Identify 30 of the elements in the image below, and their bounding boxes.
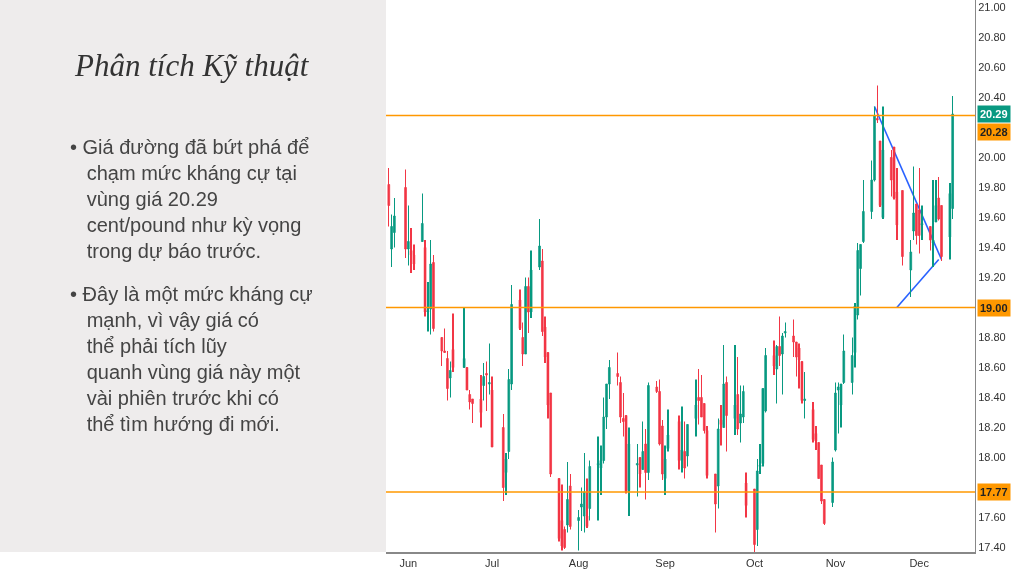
y-tick-label: 18.00 bbox=[978, 451, 1006, 464]
ref-line-label: 17.77 bbox=[980, 486, 1008, 498]
y-tick-label: 18.20 bbox=[978, 421, 1006, 434]
y-tick-label: 20.60 bbox=[978, 61, 1006, 74]
y-tick-label: 19.40 bbox=[978, 241, 1006, 254]
y-tick-label: 20.00 bbox=[978, 151, 1006, 164]
y-tick-label: 20.40 bbox=[978, 91, 1006, 104]
y-tick-label: 18.40 bbox=[978, 391, 1006, 404]
text: • Đây là một mức kháng cự mạnh, vì vậy giá có thể phải tích lũy quanh vùng giá này một vài phiên trước khi có thể tìm hướng đi mới. bbox=[70, 283, 313, 435]
y-tick-label: 19.60 bbox=[978, 211, 1006, 224]
x-tick-label: Nov bbox=[825, 556, 846, 569]
x-tick-label: Aug bbox=[568, 556, 589, 569]
y-tick-label: 17.60 bbox=[978, 511, 1006, 524]
y-tick-label: 19.80 bbox=[978, 181, 1006, 194]
text: • Giá đường đã bứt phá để chạm mức kháng cự tại vùng giá 20.29 cent/pound như kỳ vọng trong dự báo trước. bbox=[70, 136, 310, 262]
y-tick-label: 17.40 bbox=[978, 541, 1006, 554]
ref-line-label: 19.00 bbox=[980, 302, 1008, 314]
y-tick-label: 20.80 bbox=[978, 31, 1006, 44]
y-tick-label: 21.00 bbox=[978, 1, 1006, 14]
x-tick-label: Oct bbox=[745, 556, 764, 569]
y-tick-label: 18.60 bbox=[978, 361, 1006, 374]
x-tick-label: Jun bbox=[399, 556, 418, 569]
annotation: 20.29 bbox=[980, 108, 1008, 120]
x-tick-label: Dec bbox=[909, 556, 930, 569]
x-tick-label: Sep bbox=[655, 556, 675, 569]
ref-line-label: 20.28 bbox=[980, 126, 1008, 138]
y-tick-label: 18.80 bbox=[978, 331, 1006, 344]
x-tick-label: Jul bbox=[485, 556, 500, 569]
text: Phân tích Kỹ thuật bbox=[74, 48, 310, 83]
y-tick-label: 19.20 bbox=[978, 271, 1006, 284]
